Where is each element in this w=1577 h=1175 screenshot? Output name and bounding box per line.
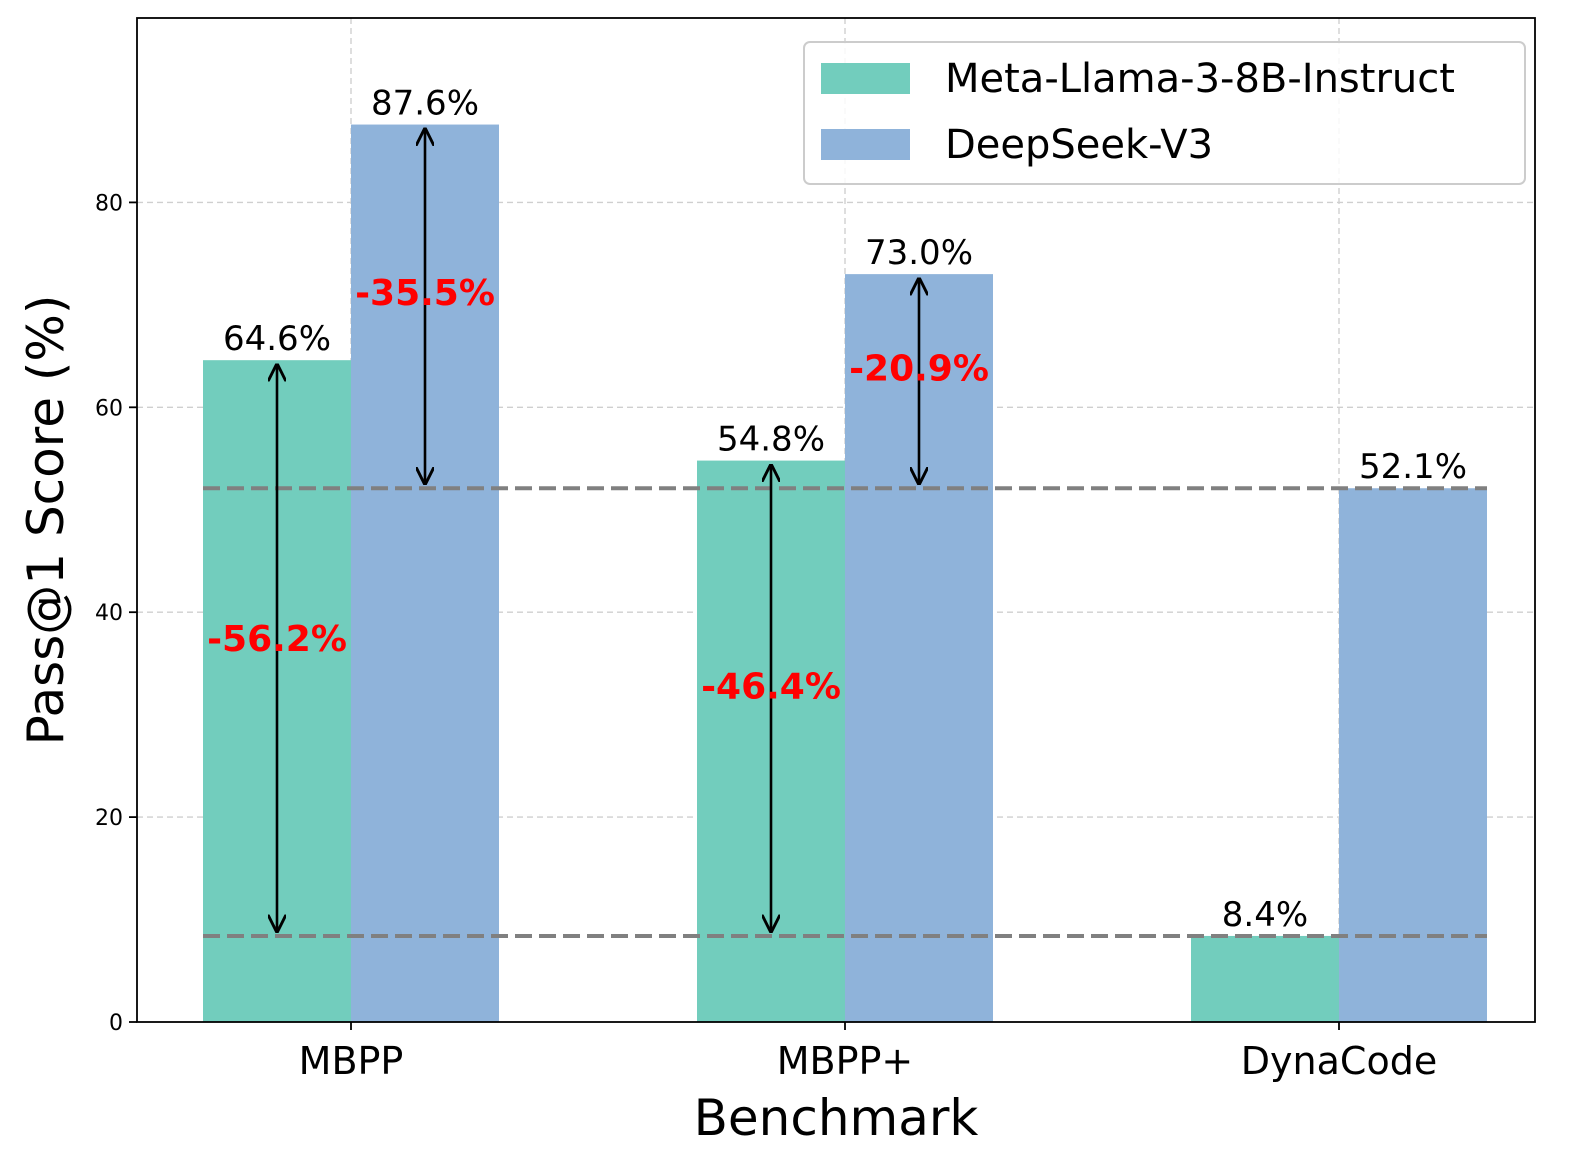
x-tick-label: MBPP+ — [777, 1039, 914, 1083]
drop-label: -20.9% — [849, 349, 989, 390]
x-axis-title: Benchmark — [694, 1089, 979, 1147]
legend-swatch — [821, 129, 910, 160]
y-tick-label: 80 — [95, 191, 123, 216]
legend-swatch — [821, 63, 910, 94]
drop-label: -35.5% — [355, 273, 495, 314]
bar-0-2 — [1191, 935, 1339, 1022]
drop-annotations: -56.2% -35.5% -46.4% -20.9% — [207, 130, 989, 931]
bar-value-label: 52.1% — [1359, 447, 1467, 487]
y-tick-label: 60 — [95, 396, 123, 421]
bar-value-label: 54.8% — [717, 420, 825, 460]
bar-1-2 — [1339, 488, 1487, 1022]
legend-box — [803, 41, 1526, 185]
drop-label: -46.4% — [701, 666, 841, 707]
axes: 0 20 40 60 80 MBPP MBPP+ DynaCode — [95, 191, 1437, 1083]
drop-label: -56.2% — [207, 619, 347, 660]
y-tick-label: 40 — [95, 601, 123, 626]
y-axis-title: Pass@1 Score (%) — [17, 295, 75, 746]
legend-label: Meta-Llama-3-8B-Instruct — [945, 56, 1455, 102]
bar-value-label: 64.6% — [223, 319, 331, 359]
legend-label: DeepSeek-V3 — [945, 122, 1213, 168]
bar-value-label: 73.0% — [865, 233, 973, 273]
x-tick-label: DynaCode — [1241, 1039, 1437, 1083]
y-tick-label: 0 — [109, 1011, 123, 1036]
bar-value-label: 8.4% — [1222, 895, 1308, 935]
bar-value-label: 87.6% — [371, 84, 479, 124]
reference-lines — [203, 486, 1487, 938]
legend: Meta-Llama-3-8B-Instruct DeepSeek-V3 — [803, 41, 1526, 185]
y-tick-label: 20 — [95, 806, 123, 831]
value-labels: 64.6% 54.8% 8.4% 87.6% 73.0% 52.1% — [223, 84, 1467, 935]
plot-frame — [136, 17, 1536, 1023]
x-tick-label: MBPP — [299, 1039, 404, 1083]
